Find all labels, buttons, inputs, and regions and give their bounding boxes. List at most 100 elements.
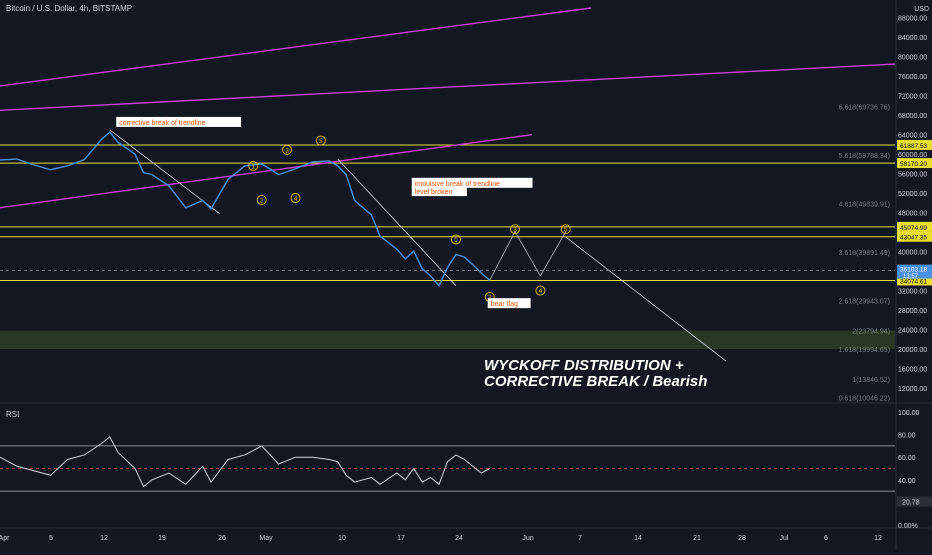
fib-label: 3.618(39891.49) bbox=[839, 250, 890, 257]
price-series-line bbox=[0, 131, 491, 287]
wave-label: 5 bbox=[319, 138, 323, 145]
date-axis-tick: Jun bbox=[522, 535, 533, 542]
price-axis-tick: 72000.00 bbox=[898, 94, 927, 101]
date-axis-tick: 21 bbox=[693, 535, 701, 542]
price-axis-tick: 80000.00 bbox=[898, 55, 927, 62]
price-axis-tick: 68000.00 bbox=[898, 113, 927, 120]
date-axis-tick: 17 bbox=[397, 535, 405, 542]
price-axis-tick: 28000.00 bbox=[898, 308, 927, 315]
price-axis-tick: 24000.00 bbox=[898, 328, 927, 335]
fib-label: 2(23794.94) bbox=[852, 329, 890, 336]
current-price-tag bbox=[897, 264, 932, 279]
fib-label: 0.618(10046.22) bbox=[839, 396, 890, 403]
wave-label-circle bbox=[510, 224, 520, 235]
wave-label: 2 bbox=[260, 197, 264, 204]
wave-label: 5 bbox=[564, 227, 568, 234]
currency-unit: USD bbox=[914, 6, 929, 13]
rsi-value-label: 20.78 bbox=[902, 500, 920, 507]
annotation-text: corrective break of trendline bbox=[119, 120, 205, 127]
level-axis-tag bbox=[897, 231, 932, 242]
annotation-text: impulsive break of trendline bbox=[415, 181, 500, 188]
wave-label: 1 bbox=[454, 237, 458, 244]
wave-label: 4 bbox=[539, 288, 543, 295]
fib-label: 1(13846.52) bbox=[852, 377, 890, 384]
level-axis-label: 58170.20 bbox=[900, 161, 927, 168]
annotation-text: bear flag bbox=[491, 301, 518, 308]
rsi-value-tag bbox=[897, 496, 932, 507]
wave-label-circle bbox=[560, 224, 571, 235]
date-axis-tick: 6 bbox=[824, 535, 828, 542]
level-axis-tag bbox=[897, 158, 932, 169]
fib-label: 5.618(59788.34) bbox=[839, 153, 890, 160]
analysis-note: CORRECTIVE BREAK / Bearish bbox=[484, 373, 707, 390]
chart-symbol-title: Bitcoin / U.S. Dollar, 4h, BITSTAMP bbox=[6, 4, 133, 13]
level-axis-tag bbox=[897, 221, 932, 232]
wave-label-circle bbox=[290, 193, 301, 203]
rsi-axis-tick: 100.00 bbox=[898, 410, 920, 417]
trend-channel-line bbox=[0, 63, 896, 112]
annotation-box bbox=[487, 298, 531, 309]
wave-label-circle bbox=[256, 194, 267, 205]
wave-label: 4 bbox=[294, 196, 298, 203]
annotation-text: level broken bbox=[415, 189, 453, 196]
price-axis-tick: 64000.00 bbox=[898, 133, 927, 140]
wave-label-circle bbox=[315, 135, 326, 146]
date-axis-tick: 26 bbox=[218, 535, 226, 542]
wave-label: 3 bbox=[513, 227, 517, 234]
level-axis-tag bbox=[897, 275, 932, 286]
price-axis-tick: 32000.00 bbox=[898, 289, 927, 296]
date-axis-tick: 12 bbox=[100, 535, 108, 542]
date-axis-tick: Apr bbox=[0, 535, 10, 542]
level-axis-label: 34074.61 bbox=[900, 278, 927, 285]
price-axis-tick: 76000.00 bbox=[898, 74, 927, 81]
wave-label-circle bbox=[450, 234, 461, 245]
date-axis-tick: 28 bbox=[738, 535, 746, 542]
wave-label-circle bbox=[248, 160, 259, 171]
projection-path bbox=[489, 230, 567, 281]
trendline-white bbox=[109, 129, 220, 214]
price-axis-tick: 16000.00 bbox=[898, 367, 927, 374]
date-axis-tick: 24 bbox=[455, 535, 463, 542]
annotation-box bbox=[116, 116, 242, 127]
rsi-axis-tick: 40.00 bbox=[898, 478, 916, 485]
fib-label: 2.618(29943.07) bbox=[839, 299, 890, 306]
wave-label: 3 bbox=[285, 147, 289, 154]
rsi-axis-tick: 80.00 bbox=[898, 433, 916, 440]
date-axis-tick: 12 bbox=[874, 535, 882, 542]
annotation-box bbox=[411, 186, 467, 197]
price-axis-tick: 20000.00 bbox=[898, 347, 927, 354]
trendline-white bbox=[565, 236, 727, 362]
fib-label: 1.618(19994.65) bbox=[839, 347, 890, 354]
trendline-white bbox=[337, 158, 457, 286]
rsi-axis-tick: 0.00% bbox=[898, 523, 918, 530]
level-axis-label: 43047.35 bbox=[900, 235, 927, 242]
trend-channel-line bbox=[0, 7, 592, 87]
rsi-axis-tick: 60.00 bbox=[898, 455, 916, 462]
rsi-series-line bbox=[0, 436, 490, 488]
level-axis-label: 45074.99 bbox=[900, 225, 927, 232]
date-axis-tick: 10 bbox=[338, 535, 346, 542]
date-axis-tick: Jul bbox=[780, 535, 789, 542]
rsi-title: RSI bbox=[6, 410, 20, 419]
level-axis-tag bbox=[897, 139, 932, 150]
wave-label-circle bbox=[282, 144, 293, 155]
date-axis-tick: 14 bbox=[634, 535, 642, 542]
price-axis-tick: 60000.00 bbox=[898, 152, 927, 159]
wave-label: 1 bbox=[251, 163, 255, 170]
wave-label: 2 bbox=[488, 294, 492, 301]
price-axis-tick: 56000.00 bbox=[898, 172, 927, 179]
fib-label: 6.618(69736.76) bbox=[839, 105, 890, 112]
trend-channel-line bbox=[0, 133, 533, 209]
date-axis-tick: 19 bbox=[158, 535, 166, 542]
price-axis-tick: 52000.00 bbox=[898, 191, 927, 198]
date-axis-tick: 7 bbox=[578, 535, 582, 542]
date-axis-tick: 5 bbox=[49, 535, 53, 542]
support-zone bbox=[0, 330, 895, 350]
price-axis-tick: 84000.00 bbox=[898, 35, 927, 42]
analysis-note: WYCKOFF DISTRIBUTION + bbox=[484, 357, 684, 374]
level-axis-label: 61887.53 bbox=[900, 143, 927, 150]
date-axis-tick: May bbox=[259, 535, 273, 542]
price-axis-tick: 12000.00 bbox=[898, 386, 927, 393]
